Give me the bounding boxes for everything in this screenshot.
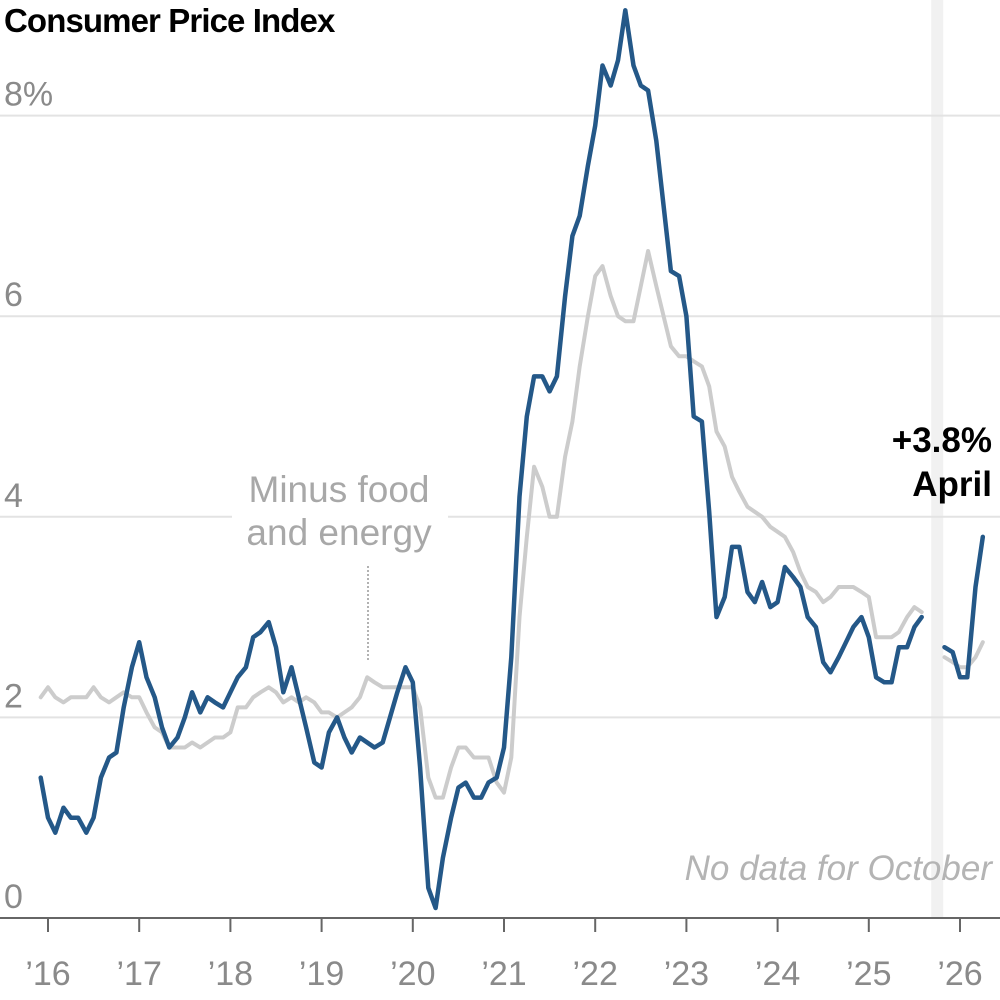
latest-value-callout: +3.8%: [892, 421, 992, 460]
latest-month-callout: April: [912, 465, 992, 504]
x-tick-label: ’21: [481, 955, 526, 993]
x-tick-label: ’19: [299, 955, 344, 993]
headline-series-line: [38, 8, 924, 911]
chart-title: Consumer Price Index: [4, 2, 335, 39]
core-series-line: [942, 640, 985, 670]
x-tick-label: ’26: [937, 955, 982, 993]
x-tick-label: ’17: [117, 955, 162, 993]
no-data-note: No data for October: [685, 849, 994, 888]
gridlines: [0, 114, 1000, 719]
x-tick-label: ’23: [664, 955, 709, 993]
headline-series-line: [942, 534, 986, 680]
y-tick-label: 4: [4, 477, 23, 515]
x-tick-label: ’24: [755, 955, 800, 993]
x-tick-label: ’22: [573, 955, 618, 993]
core-label-backdrop: [232, 472, 448, 576]
core-series-label-line1: Minus food: [249, 469, 430, 510]
headline-series: [38, 8, 986, 911]
gap-highlight-band: [931, 0, 944, 918]
y-tick-label: 0: [4, 878, 23, 916]
x-tick-label: ’18: [208, 955, 253, 993]
x-tick-label: ’25: [846, 955, 891, 993]
core-series-line: [38, 249, 924, 800]
x-tick-label: ’20: [390, 955, 435, 993]
y-tick-label: 6: [4, 276, 23, 314]
core-series: [38, 249, 985, 800]
y-axis-labels: 8% 6 4 2 0: [4, 76, 53, 916]
y-tick-label: 8%: [4, 76, 53, 114]
x-axis-ticks: ’16 ’17 ’18 ’19 ’20 ’21 ’22 ’23 ’24 ’25 ’26: [25, 918, 983, 993]
x-tick-label: ’16: [25, 955, 70, 993]
y-tick-label: 2: [4, 677, 23, 715]
core-series-label-line2: and energy: [246, 512, 432, 553]
